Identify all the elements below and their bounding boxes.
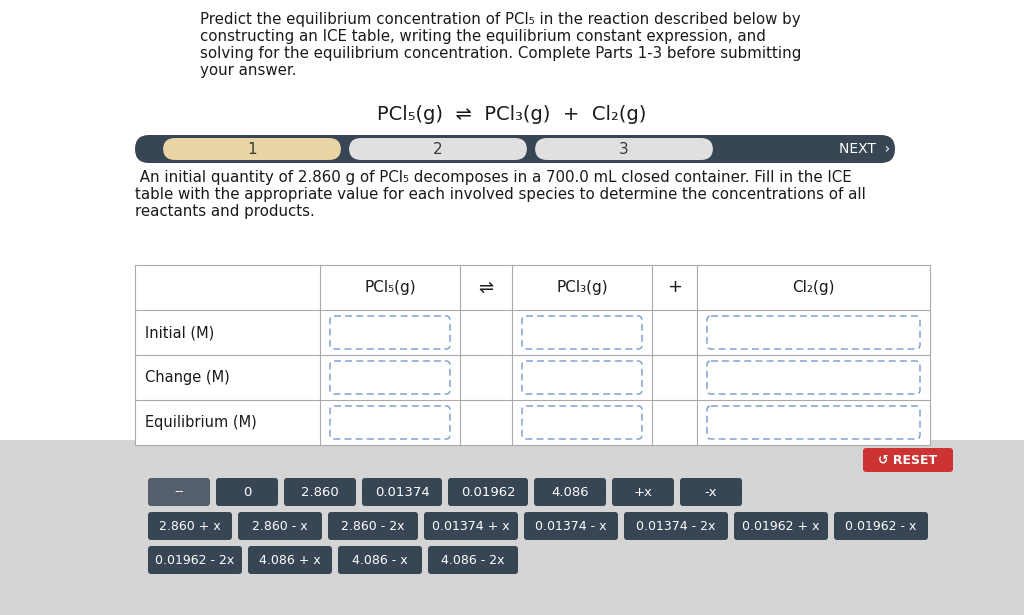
Text: 0.01374: 0.01374 bbox=[375, 485, 429, 499]
Text: 2.860 + x: 2.860 + x bbox=[159, 520, 221, 533]
FancyBboxPatch shape bbox=[624, 512, 728, 540]
FancyBboxPatch shape bbox=[680, 478, 742, 506]
Text: Change (M): Change (M) bbox=[145, 370, 229, 385]
Text: 3: 3 bbox=[620, 141, 629, 156]
FancyBboxPatch shape bbox=[135, 135, 895, 163]
Text: 0.01962: 0.01962 bbox=[461, 485, 515, 499]
Text: +x: +x bbox=[634, 485, 652, 499]
FancyBboxPatch shape bbox=[707, 316, 920, 349]
Text: table with the appropriate value for each involved species to determine the conc: table with the appropriate value for eac… bbox=[135, 187, 866, 202]
Text: PCl₃(g): PCl₃(g) bbox=[556, 280, 608, 295]
FancyBboxPatch shape bbox=[734, 512, 828, 540]
Text: 0.01962 - x: 0.01962 - x bbox=[846, 520, 916, 533]
FancyBboxPatch shape bbox=[148, 478, 210, 506]
Text: 4.086 - 2x: 4.086 - 2x bbox=[441, 554, 505, 566]
FancyBboxPatch shape bbox=[330, 361, 450, 394]
FancyBboxPatch shape bbox=[522, 361, 642, 394]
Text: 2.860: 2.860 bbox=[301, 485, 339, 499]
Text: constructing an ICE table, writing the equilibrium constant expression, and: constructing an ICE table, writing the e… bbox=[200, 29, 766, 44]
Text: 0.01962 - 2x: 0.01962 - 2x bbox=[156, 554, 234, 566]
Text: -x: -x bbox=[705, 485, 718, 499]
Text: 4.086: 4.086 bbox=[551, 485, 589, 499]
Text: 1: 1 bbox=[247, 141, 257, 156]
Text: 4.086 + x: 4.086 + x bbox=[259, 554, 321, 566]
FancyBboxPatch shape bbox=[148, 546, 242, 574]
FancyBboxPatch shape bbox=[534, 478, 606, 506]
Text: PCl₅(g): PCl₅(g) bbox=[365, 280, 416, 295]
Text: 2.860 - 2x: 2.860 - 2x bbox=[341, 520, 404, 533]
FancyBboxPatch shape bbox=[863, 448, 953, 472]
Text: 2.860 - x: 2.860 - x bbox=[252, 520, 308, 533]
FancyBboxPatch shape bbox=[349, 138, 527, 160]
FancyBboxPatch shape bbox=[163, 138, 341, 160]
FancyBboxPatch shape bbox=[707, 406, 920, 439]
Text: --: -- bbox=[174, 485, 183, 499]
FancyBboxPatch shape bbox=[524, 512, 618, 540]
FancyBboxPatch shape bbox=[362, 478, 442, 506]
FancyBboxPatch shape bbox=[330, 406, 450, 439]
Bar bbox=[135, 265, 930, 445]
FancyBboxPatch shape bbox=[449, 478, 528, 506]
FancyBboxPatch shape bbox=[428, 546, 518, 574]
FancyBboxPatch shape bbox=[424, 512, 518, 540]
FancyBboxPatch shape bbox=[284, 478, 356, 506]
FancyBboxPatch shape bbox=[338, 546, 422, 574]
Text: PCl₅(g)  ⇌  PCl₃(g)  +  Cl₂(g): PCl₅(g) ⇌ PCl₃(g) + Cl₂(g) bbox=[377, 105, 647, 124]
Text: 0.01962 + x: 0.01962 + x bbox=[742, 520, 820, 533]
FancyBboxPatch shape bbox=[248, 546, 332, 574]
Text: your answer.: your answer. bbox=[200, 63, 297, 78]
Text: solving for the equilibrium concentration. Complete Parts 1-3 before submitting: solving for the equilibrium concentratio… bbox=[200, 46, 802, 61]
Text: Equilibrium (M): Equilibrium (M) bbox=[145, 415, 257, 430]
Text: An initial quantity of 2.860 g of PCl₅ decomposes in a 700.0 mL closed container: An initial quantity of 2.860 g of PCl₅ d… bbox=[135, 170, 852, 185]
Text: ↺ RESET: ↺ RESET bbox=[879, 453, 938, 467]
Text: reactants and products.: reactants and products. bbox=[135, 204, 314, 219]
FancyBboxPatch shape bbox=[216, 478, 278, 506]
Bar bbox=[0, 440, 1024, 615]
Text: ⇌: ⇌ bbox=[478, 279, 494, 296]
FancyBboxPatch shape bbox=[522, 406, 642, 439]
FancyBboxPatch shape bbox=[148, 512, 232, 540]
FancyBboxPatch shape bbox=[522, 316, 642, 349]
FancyBboxPatch shape bbox=[612, 478, 674, 506]
FancyBboxPatch shape bbox=[535, 138, 713, 160]
Text: 0.01374 + x: 0.01374 + x bbox=[432, 520, 510, 533]
Text: Cl₂(g): Cl₂(g) bbox=[793, 280, 835, 295]
Text: 4.086 - x: 4.086 - x bbox=[352, 554, 408, 566]
Text: 0.01374 - x: 0.01374 - x bbox=[536, 520, 607, 533]
Text: Predict the equilibrium concentration of PCl₅ in the reaction described below by: Predict the equilibrium concentration of… bbox=[200, 12, 801, 27]
FancyBboxPatch shape bbox=[328, 512, 418, 540]
Text: +: + bbox=[667, 279, 682, 296]
FancyBboxPatch shape bbox=[834, 512, 928, 540]
Text: 2: 2 bbox=[433, 141, 442, 156]
FancyBboxPatch shape bbox=[330, 316, 450, 349]
Text: 0.01374 - 2x: 0.01374 - 2x bbox=[636, 520, 716, 533]
FancyBboxPatch shape bbox=[707, 361, 920, 394]
Text: Initial (M): Initial (M) bbox=[145, 325, 214, 340]
FancyBboxPatch shape bbox=[238, 512, 322, 540]
Text: NEXT  ›: NEXT › bbox=[840, 142, 891, 156]
Text: 0: 0 bbox=[243, 485, 251, 499]
